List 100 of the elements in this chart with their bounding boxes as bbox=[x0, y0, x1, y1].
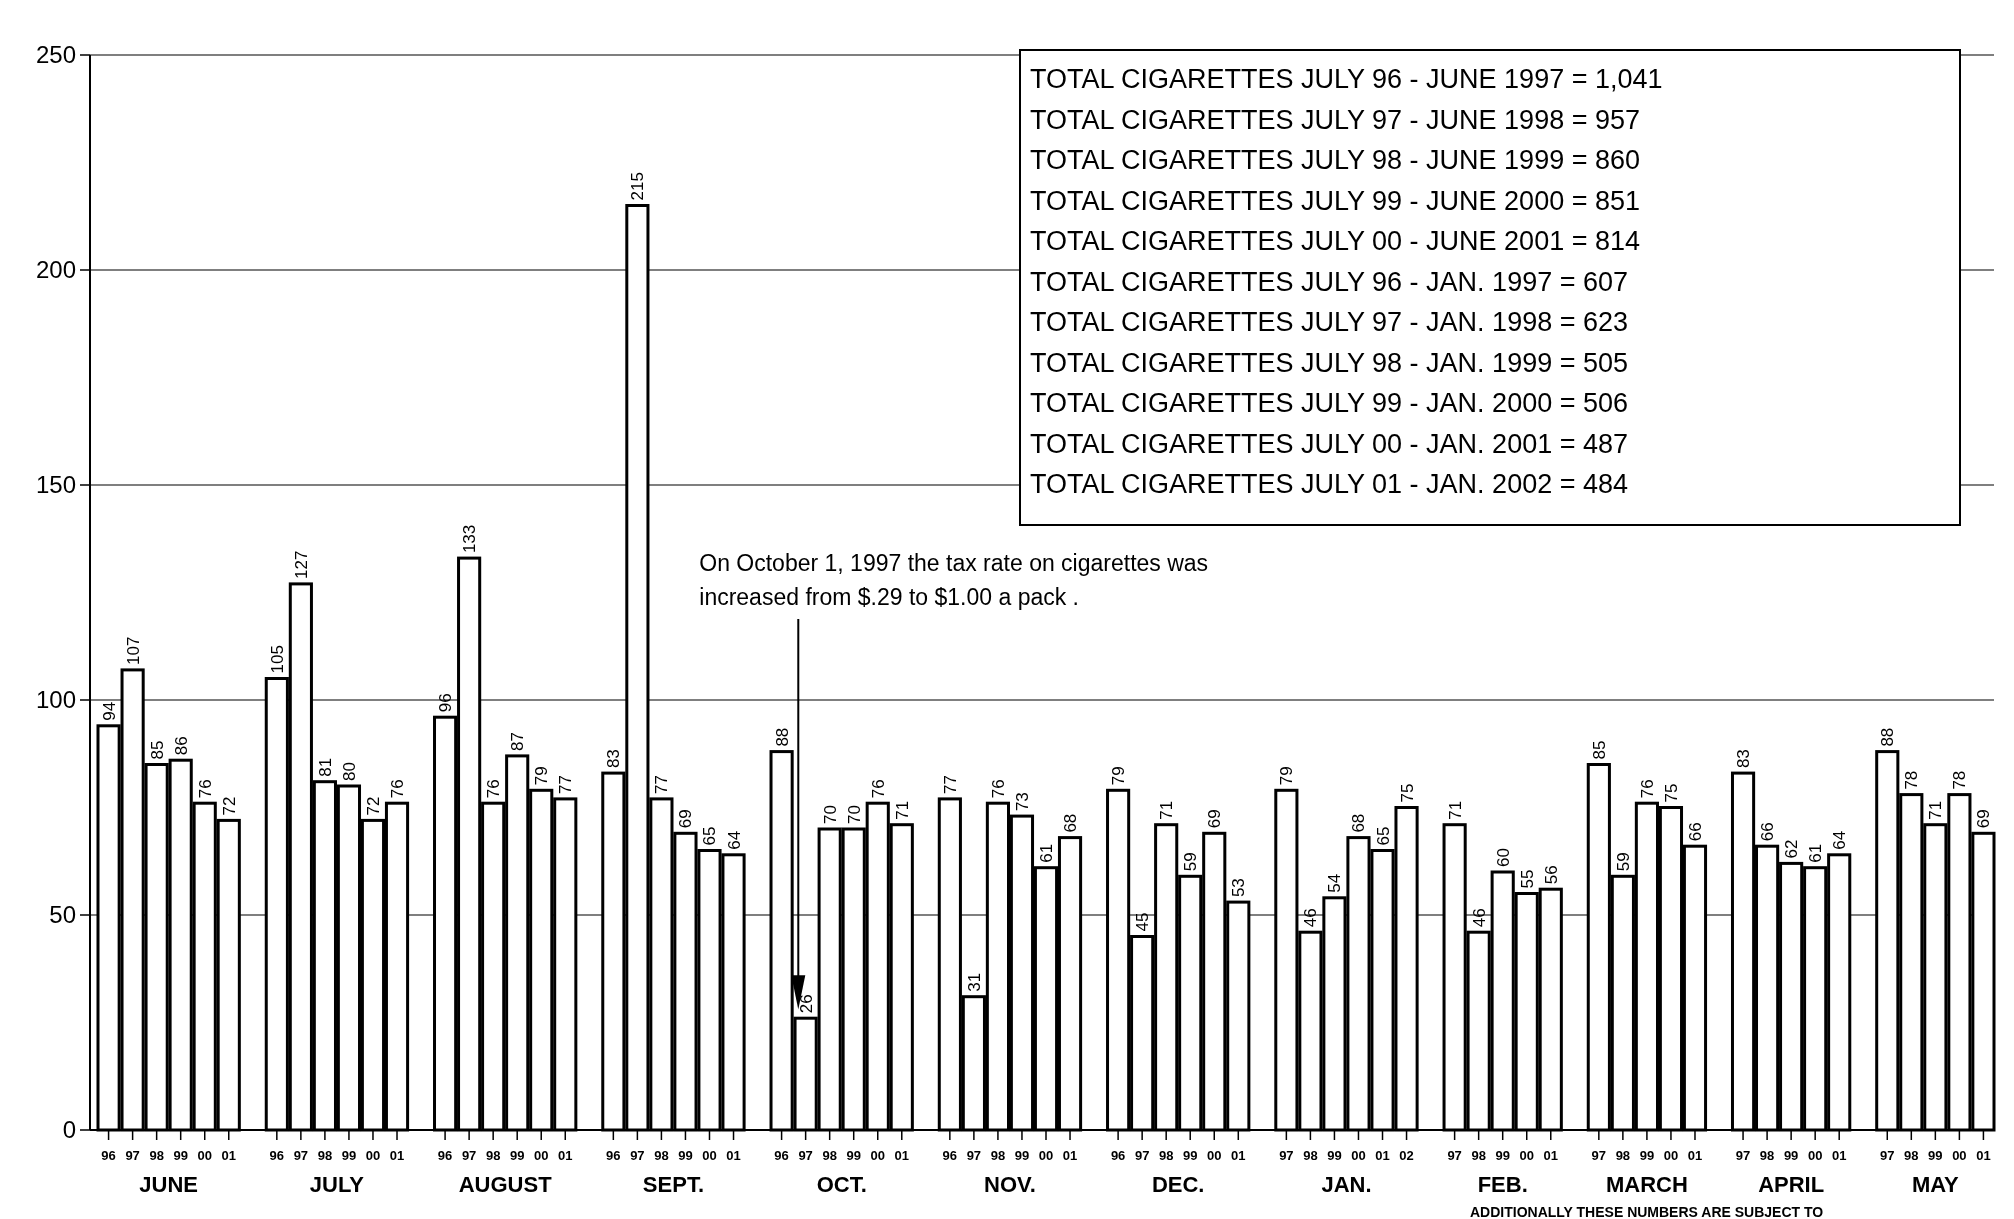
x-tick-label: 99 bbox=[1014, 1148, 1030, 1163]
data-label: 71 bbox=[1157, 800, 1177, 820]
y-tick-label: 250 bbox=[35, 41, 76, 69]
data-label: 71 bbox=[892, 800, 912, 820]
x-tick-label: 02 bbox=[1399, 1148, 1414, 1163]
y-tick-label: 100 bbox=[35, 686, 76, 714]
x-tick-label: 97 bbox=[461, 1148, 477, 1163]
x-tick-label: 01 bbox=[1831, 1148, 1847, 1163]
data-label: 94 bbox=[99, 701, 119, 721]
data-label: 60 bbox=[1493, 848, 1513, 867]
x-tick-label: 99 bbox=[1495, 1148, 1510, 1163]
data-label: 77 bbox=[556, 774, 576, 794]
data-label: 54 bbox=[1325, 873, 1345, 893]
text: AUGUST bbox=[458, 1172, 553, 1197]
x-tick-label: 00 bbox=[1351, 1148, 1366, 1163]
data-label: 83 bbox=[1734, 749, 1754, 769]
x-tick-label: 97 bbox=[630, 1148, 645, 1163]
data-label: 85 bbox=[147, 740, 167, 760]
x-tick-label: 97 bbox=[1591, 1148, 1607, 1163]
data-label: 55 bbox=[1517, 869, 1537, 889]
data-label: 72 bbox=[363, 796, 383, 816]
data-label: 78 bbox=[1950, 770, 1970, 790]
data-label: 70 bbox=[844, 805, 864, 824]
y-tick-label: 50 bbox=[49, 901, 76, 929]
x-tick-label: 99 bbox=[1327, 1148, 1342, 1163]
x-tick-label: 96 bbox=[101, 1148, 116, 1163]
data-label: 88 bbox=[772, 727, 792, 747]
annotation: TOTAL CIGARETTES JULY 01 - JAN. 2002 = 484 bbox=[1030, 469, 1628, 499]
annotation: TOTAL CIGARETTES JULY 99 - JUNE 2000 = 851 bbox=[1030, 185, 1640, 216]
x-tick-label: 98 bbox=[822, 1148, 837, 1163]
x-tick-label: 97 bbox=[1880, 1148, 1895, 1163]
data-label: 69 bbox=[1974, 809, 1994, 829]
data-label: 83 bbox=[604, 749, 624, 769]
data-label: 85 bbox=[1589, 740, 1609, 760]
x-tick-label: 98 bbox=[1615, 1148, 1631, 1163]
data-label: 71 bbox=[1926, 800, 1946, 820]
x-tick-label: 00 bbox=[365, 1148, 381, 1163]
x-tick-label: 00 bbox=[1952, 1148, 1967, 1163]
text: FEB. bbox=[1477, 1172, 1528, 1197]
data-label: 86 bbox=[171, 736, 191, 756]
x-tick-label: 99 bbox=[173, 1148, 188, 1163]
data-label: 76 bbox=[388, 779, 408, 799]
x-tick-label: 96 bbox=[269, 1148, 285, 1163]
data-label: 133 bbox=[460, 524, 480, 554]
x-tick-label: 99 bbox=[678, 1148, 693, 1163]
y-tick-label: 150 bbox=[35, 471, 76, 499]
data-label: 76 bbox=[868, 779, 888, 799]
annotation: TOTAL CIGARETTES JULY 00 - JAN. 2001 = 487 bbox=[1030, 428, 1628, 459]
x-tick-label: 99 bbox=[341, 1148, 357, 1163]
data-label: 53 bbox=[1229, 878, 1249, 898]
x-tick-label: 97 bbox=[1134, 1148, 1150, 1163]
data-label: 71 bbox=[1445, 800, 1465, 820]
data-label: 68 bbox=[1061, 813, 1081, 833]
data-label: 65 bbox=[700, 826, 720, 846]
data-label: 105 bbox=[267, 645, 287, 674]
x-tick-label: 97 bbox=[125, 1148, 140, 1163]
x-tick-label: 01 bbox=[221, 1148, 236, 1163]
x-tick-label: 99 bbox=[1928, 1148, 1943, 1163]
x-tick-label: 00 bbox=[870, 1148, 885, 1163]
x-tick-label: 99 bbox=[846, 1148, 861, 1163]
annotation: On October 1, 1997 the tax rate on cigarettes was increased from $.29 to $1.00 a pack . bbox=[699, 550, 1209, 610]
x-tick-label: 00 bbox=[1038, 1148, 1054, 1163]
x-tick-label: 01 bbox=[1543, 1148, 1558, 1163]
x-tick-label: 98 bbox=[485, 1148, 501, 1163]
data-label: 87 bbox=[508, 731, 528, 751]
annotation: TOTAL CIGARETTES JULY 98 - JAN. 1999 = 505 bbox=[1030, 347, 1628, 378]
x-tick-label: 01 bbox=[1231, 1148, 1246, 1163]
x-tick-label: 97 bbox=[1735, 1148, 1751, 1163]
data-label: 62 bbox=[1782, 839, 1802, 859]
x-tick-label: 96 bbox=[1110, 1148, 1126, 1163]
data-label: 56 bbox=[1541, 865, 1561, 885]
text: MAY bbox=[1911, 1172, 1960, 1197]
x-tick-label: 97 bbox=[798, 1148, 813, 1163]
data-label: 76 bbox=[988, 779, 1008, 799]
annotation: TOTAL CIGARETTES JULY 97 - JUNE 1998 = 957 bbox=[1030, 104, 1640, 135]
x-tick-label: 96 bbox=[606, 1148, 621, 1163]
x-tick-label: 01 bbox=[1687, 1148, 1703, 1163]
data-label: 79 bbox=[1277, 766, 1297, 786]
data-label: 45 bbox=[1133, 912, 1153, 932]
data-label: 26 bbox=[796, 994, 816, 1014]
data-label: 59 bbox=[1613, 852, 1633, 872]
data-label: 69 bbox=[676, 809, 696, 829]
data-label: 75 bbox=[1661, 783, 1681, 803]
x-tick-label: 98 bbox=[149, 1148, 164, 1163]
data-label: 88 bbox=[1878, 727, 1898, 747]
x-tick-label: 98 bbox=[654, 1148, 669, 1163]
x-tick-label: 98 bbox=[1158, 1148, 1174, 1163]
x-tick-label: 01 bbox=[1375, 1148, 1390, 1163]
text: JULY bbox=[309, 1172, 365, 1197]
annotation: TOTAL CIGARETTES JULY 96 - JUNE 1997 = 1,041 bbox=[1030, 64, 1663, 94]
data-label: 107 bbox=[123, 636, 143, 665]
x-tick-label: 01 bbox=[1976, 1148, 1991, 1163]
x-tick-label: 00 bbox=[702, 1148, 717, 1163]
data-label: 46 bbox=[1469, 908, 1489, 928]
data-label: 96 bbox=[436, 693, 456, 713]
data-label: 66 bbox=[1685, 822, 1705, 842]
x-tick-label: 96 bbox=[774, 1148, 789, 1163]
data-label: 79 bbox=[1109, 766, 1129, 786]
data-label: 66 bbox=[1758, 822, 1778, 842]
data-label: 77 bbox=[940, 774, 960, 794]
